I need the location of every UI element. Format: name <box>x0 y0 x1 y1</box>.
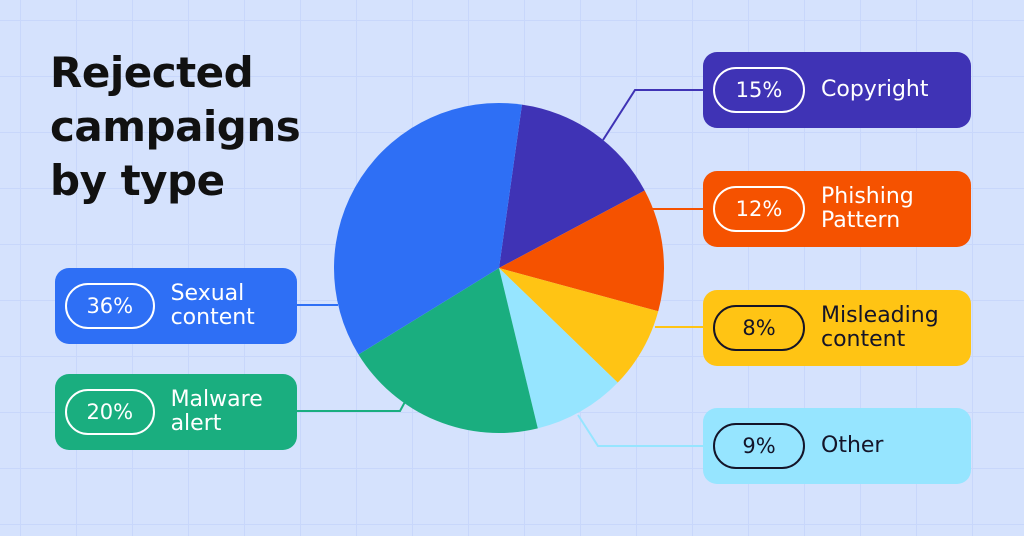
value-label: 15% <box>713 67 805 113</box>
category-label: Sexual content <box>170 281 255 330</box>
pie-slice <box>334 102 522 355</box>
legend-pill: 12% Phishing Pattern <box>703 171 971 247</box>
category-label: Misleading content <box>821 303 939 352</box>
leader-line <box>602 89 703 141</box>
pie-slice <box>499 268 659 383</box>
value-label: 8% <box>713 305 805 351</box>
legend-pill: 20% Malware alert <box>55 374 297 450</box>
pie-slice <box>499 104 645 268</box>
value-label: 36% <box>65 283 155 329</box>
value-label: 20% <box>65 389 155 435</box>
pie-slice <box>499 190 664 312</box>
legend-pill: 15% Copyright <box>703 52 971 128</box>
category-label: Phishing Pattern <box>821 184 914 233</box>
legend-pill: 8% Misleading content <box>703 290 971 366</box>
value-label: 9% <box>713 423 805 469</box>
pie-slice <box>358 268 538 434</box>
legend-pill: 9% Other <box>703 408 971 484</box>
category-label: Copyright <box>821 77 929 102</box>
legend-pill: 36% Sexual content <box>55 268 297 344</box>
leader-line <box>577 414 703 447</box>
leader-line <box>297 399 407 412</box>
chart-title: Rejected campaigns by type <box>50 48 301 205</box>
pie-slice <box>499 268 618 429</box>
category-label: Other <box>821 433 884 458</box>
category-label: Malware alert <box>170 387 263 436</box>
value-label: 12% <box>713 186 805 232</box>
